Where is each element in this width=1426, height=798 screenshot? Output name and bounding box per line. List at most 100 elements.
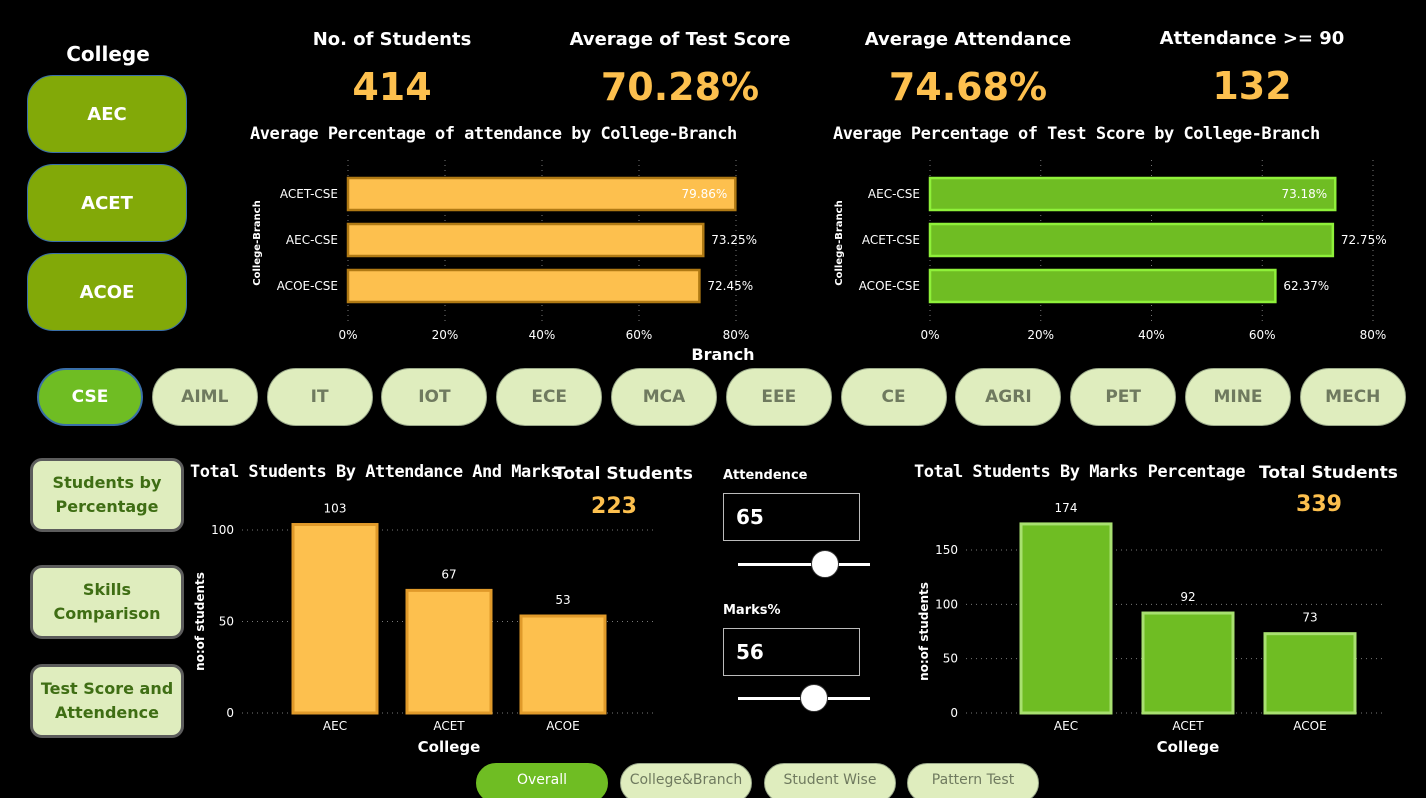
bar [346, 176, 737, 212]
tab-pattern-test[interactable]: Pattern Test [907, 763, 1039, 798]
bar-data-label: 174 [1055, 501, 1078, 515]
x-axis-label: Branch [691, 345, 754, 364]
bar-data-label: 73.25% [711, 233, 757, 247]
college-button-acoe[interactable]: ACOE [27, 253, 187, 331]
chart-test-score-by-college-branch: 0% 20% 40% 60% 80% AEC-CSE 73.18% ACET-CSE 72.75… [834, 160, 1387, 342]
x-axis-label: College [418, 738, 481, 756]
bar [928, 176, 1337, 212]
x-tick-label: 80% [1360, 328, 1387, 342]
attendance-input[interactable]: 65 [723, 493, 860, 541]
branch-pill-ce[interactable]: CE [840, 368, 947, 426]
bar [1141, 611, 1235, 715]
tab-overall[interactable]: Overall [476, 763, 608, 798]
bar [405, 588, 493, 715]
nav-test-score-and-attendence[interactable]: Test Score and Attendence [30, 664, 184, 738]
y-axis-label: no:of students [193, 572, 207, 671]
total-students-label-left: Total Students [554, 464, 693, 484]
bar [1019, 522, 1113, 715]
branch-pill-pet[interactable]: PET [1070, 368, 1177, 426]
branch-pill-agri[interactable]: AGRI [955, 368, 1062, 426]
bar-data-label: 72.75% [1341, 233, 1387, 247]
branch-pill-mine[interactable]: MINE [1185, 368, 1291, 426]
kpi-students-title: No. of Students [312, 29, 472, 50]
marks-input[interactable]: 56 [723, 628, 860, 676]
x-tick-label: 40% [1138, 328, 1165, 342]
x-axis-label: College [1157, 738, 1220, 756]
nav-students-by-percentage[interactable]: Students by Percentage [30, 458, 184, 532]
y-category-label: ACOE-CSE [277, 279, 338, 293]
bar [1263, 632, 1357, 715]
chart-students-by-marks-percentage: 0 50 100 150 174 AEC 92 ACET 73 ACOE no:of student… [917, 501, 1382, 756]
chart-students-by-attendance-and-marks: 0 50 100 103 AEC 67 ACET 53 ACOE no:of students Co… [193, 502, 655, 756]
bar-data-label: 79.86% [682, 187, 728, 201]
marks-slider-handle[interactable] [800, 684, 828, 712]
total-students-value-left: 223 [591, 494, 637, 519]
bar [291, 523, 379, 715]
branch-pill-mca[interactable]: MCA [611, 368, 717, 426]
marks-slider-label: Marks% [723, 603, 781, 618]
x-category-label: ACOE [1293, 719, 1326, 733]
kpi-attendance-90-value: 132 [1212, 64, 1292, 108]
bar [519, 614, 607, 715]
bar [928, 268, 1277, 304]
attendance-slider-handle[interactable] [811, 550, 839, 578]
chart-marks-percentage-title: Total Students By Marks Percentage [914, 462, 1246, 482]
college-slicer-title: College [66, 42, 150, 66]
x-category-label: ACET [1172, 719, 1204, 733]
y-tick-label: 50 [219, 615, 234, 629]
bar-data-label: 103 [324, 502, 347, 516]
x-tick-label: 60% [1249, 328, 1276, 342]
attendance-slider-label: Attendence [723, 468, 808, 483]
bar-data-label: 53 [555, 593, 570, 607]
total-students-value-right: 339 [1296, 492, 1342, 517]
y-category-label: ACET-CSE [862, 233, 920, 247]
y-category-label: AEC-CSE [286, 233, 338, 247]
branch-pill-aiml[interactable]: AIML [151, 368, 258, 426]
branch-pill-cse[interactable]: CSE [37, 368, 143, 426]
bar-data-label: 73 [1302, 611, 1317, 625]
y-tick-label: 150 [935, 543, 958, 557]
bar-data-label: 73.18% [1281, 187, 1327, 201]
branch-pill-eee[interactable]: EEE [725, 368, 832, 426]
college-button-aec[interactable]: AEC [27, 75, 187, 153]
branch-pill-iot[interactable]: IOT [381, 368, 488, 426]
x-tick-label: 0% [920, 328, 939, 342]
y-axis-label: College-Branch [834, 200, 845, 285]
bar [928, 222, 1335, 258]
x-category-label: AEC [1054, 719, 1078, 733]
x-category-label: AEC [323, 719, 347, 733]
tab-college-branch[interactable]: College&Branch [620, 763, 752, 798]
x-tick-label: 40% [529, 328, 556, 342]
y-axis-label: no:of students [917, 582, 931, 681]
kpi-test-score-value: 70.28% [600, 65, 760, 109]
y-category-label: AEC-CSE [868, 187, 920, 201]
x-category-label: ACET [433, 719, 465, 733]
attendance-slider-track[interactable] [738, 563, 870, 566]
chart-test-score-title: Average Percentage of Test Score by Coll… [833, 124, 1320, 144]
kpi-attendance-90-title: Attendance >= 90 [1159, 28, 1345, 49]
bar [346, 268, 701, 304]
bar-data-label: 62.37% [1283, 279, 1329, 293]
y-category-label: ACOE-CSE [859, 279, 920, 293]
x-tick-label: 60% [626, 328, 653, 342]
branch-pill-it[interactable]: IT [266, 368, 373, 426]
kpi-attendance-value: 74.68% [888, 65, 1048, 109]
bar-data-label: 92 [1180, 590, 1195, 604]
kpi-students-value: 414 [352, 65, 432, 109]
tab-student-wise[interactable]: Student Wise [764, 763, 896, 798]
x-tick-label: 20% [432, 328, 459, 342]
nav-skills-comparison[interactable]: Skills Comparison [30, 565, 184, 639]
branch-pill-mech[interactable]: MECH [1299, 368, 1406, 426]
y-tick-label: 0 [226, 706, 234, 720]
kpi-test-score-title: Average of Test Score [569, 29, 791, 50]
y-axis-label: College-Branch [252, 200, 263, 285]
y-tick-label: 100 [935, 597, 958, 611]
y-tick-label: 50 [943, 652, 958, 666]
college-button-acet[interactable]: ACET [27, 164, 187, 242]
branch-pill-ece[interactable]: ECE [496, 368, 603, 426]
chart-attendance-marks-title: Total Students By Attendance And Marks [190, 462, 560, 482]
chart-attendance-by-college-branch: 0% 20% 40% 60% 80% ACET-CSE 79.86% AEC-CSE 73.25… [252, 160, 757, 364]
y-category-label: ACET-CSE [280, 187, 338, 201]
x-tick-label: 80% [723, 328, 750, 342]
chart-attendance-title: Average Percentage of attendance by Coll… [250, 124, 737, 144]
